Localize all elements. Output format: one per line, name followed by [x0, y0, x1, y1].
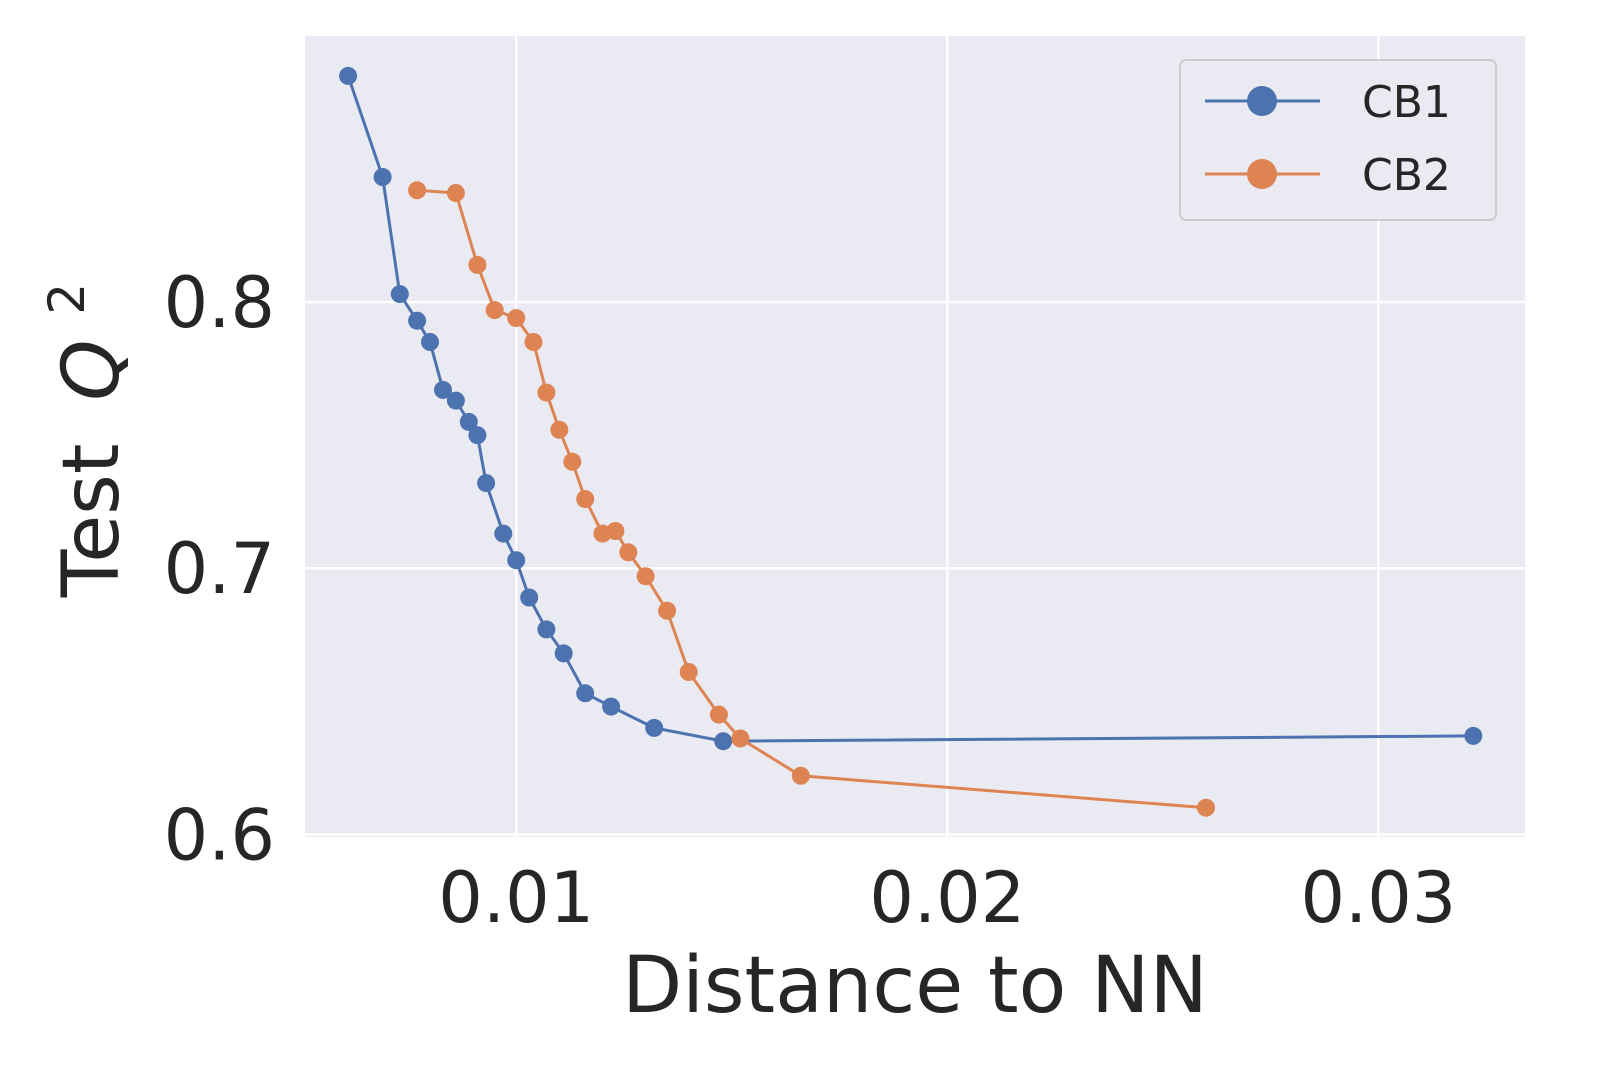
data-point-cb2	[563, 452, 582, 471]
legend: CB1 CB2	[1179, 59, 1497, 221]
data-point-cb2	[1197, 798, 1215, 817]
data-point-cb1	[494, 524, 513, 543]
data-point-cb1	[339, 66, 358, 85]
legend-marker-cb1	[1247, 86, 1277, 116]
legend-marker-cb2	[1247, 159, 1277, 189]
x-tick-label: 0.03	[1300, 857, 1456, 939]
data-point-cb1	[520, 588, 539, 607]
data-point-cb1	[373, 168, 392, 186]
series-cb2	[408, 181, 1215, 817]
data-point-cb2	[550, 420, 569, 439]
data-point-cb1	[645, 718, 664, 737]
data-point-cb2	[709, 705, 728, 724]
data-point-cb1	[468, 426, 487, 445]
data-point-cb1	[477, 474, 496, 493]
data-point-cb1	[446, 391, 465, 410]
y-axis-label-symbol: Q	[47, 339, 137, 400]
data-point-cb1	[408, 311, 427, 330]
data-point-cb2	[576, 490, 595, 508]
data-point-cb2	[619, 543, 638, 562]
data-point-cb2	[791, 766, 810, 785]
data-point-cb2	[606, 522, 625, 540]
legend-label-cb2: CB2	[1362, 150, 1451, 201]
x-tick-label: 0.01	[438, 857, 594, 939]
data-point-cb1	[459, 412, 478, 431]
data-point-cb2	[485, 301, 504, 320]
tick-labels: 0.01 0.02 0.03 0.6 0.7 0.8	[164, 262, 1457, 939]
legend-label-cb1: CB1	[1362, 77, 1451, 128]
data-point-cb2	[679, 663, 698, 681]
data-point-cb1	[390, 285, 409, 304]
data-point-cb2	[658, 601, 677, 620]
data-point-cb2	[537, 383, 556, 402]
data-point-cb1	[434, 380, 452, 399]
data-point-cb2	[408, 181, 427, 200]
svg-text:Test Q 2: Test Q 2	[38, 283, 137, 598]
y-tick-label: 0.6	[164, 794, 275, 876]
data-point-cb2	[731, 729, 750, 748]
data-point-cb1	[554, 644, 573, 663]
data-point-cb1	[537, 620, 556, 639]
y-axis-label-exponent: 2	[38, 283, 96, 315]
y-tick-label: 0.8	[164, 262, 275, 344]
x-axis-label: Distance to NN	[622, 941, 1208, 1031]
data-point-cb1	[576, 684, 595, 703]
data-point-cb1	[1464, 726, 1483, 745]
series-layer	[339, 66, 1483, 817]
data-point-cb2	[524, 333, 543, 351]
y-axis-label: Test Q 2	[38, 283, 137, 598]
x-tick-label: 0.02	[869, 857, 1025, 939]
data-point-cb1	[714, 732, 733, 751]
data-point-cb1	[507, 551, 526, 570]
data-point-cb1	[602, 697, 621, 716]
data-point-cb2	[468, 255, 487, 274]
data-point-cb2	[446, 184, 465, 202]
data-point-cb2	[507, 309, 526, 328]
y-tick-label: 0.7	[164, 528, 275, 610]
series-cb1	[339, 66, 1483, 751]
data-point-cb1	[421, 333, 439, 351]
data-point-cb2	[636, 567, 655, 586]
y-axis-label-text: Test	[47, 444, 137, 599]
